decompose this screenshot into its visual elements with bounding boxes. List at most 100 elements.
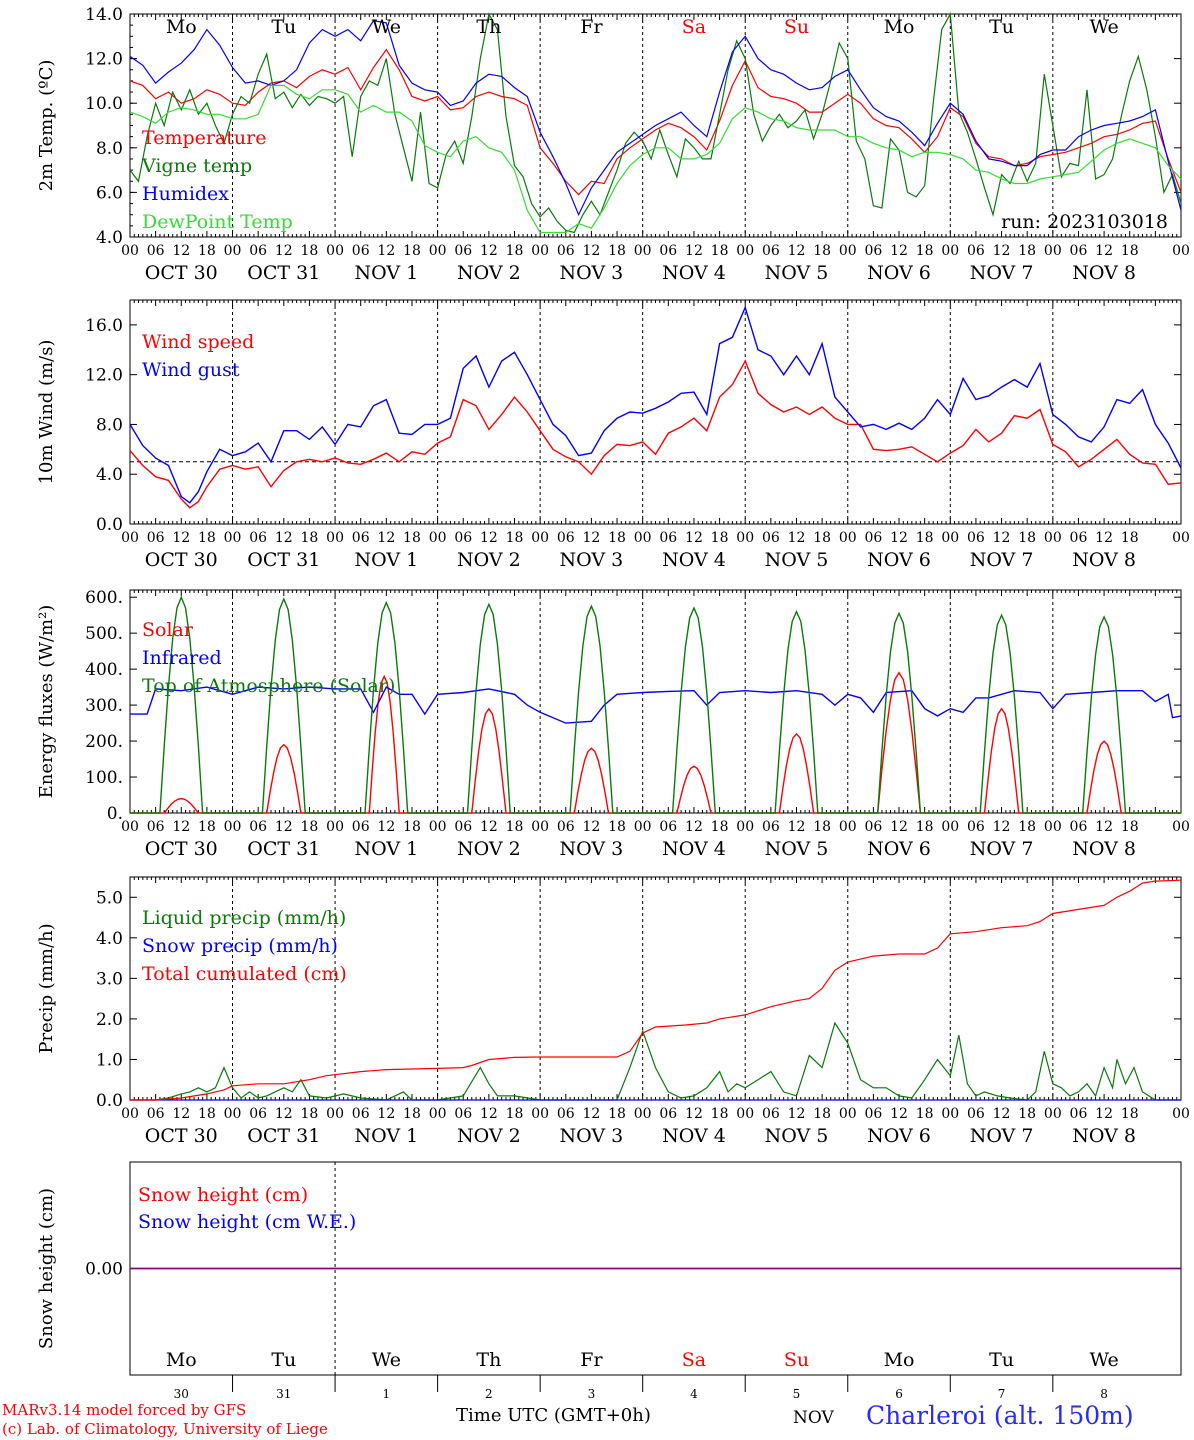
hour-tick-label: 18 <box>711 530 729 546</box>
date-label: NOV 5 <box>765 1125 829 1147</box>
day-number-label: 31 <box>276 1387 291 1401</box>
date-label: NOV 7 <box>970 1125 1034 1147</box>
date-label: NOV 8 <box>1072 1125 1136 1147</box>
y-tick-label: 400. <box>85 660 123 680</box>
legend-entry-1-0: Wind speed <box>142 331 254 353</box>
hour-tick-label: 18 <box>1121 819 1139 835</box>
y-tick-label: 8.0 <box>96 139 123 159</box>
hour-tick-label: 06 <box>659 530 677 546</box>
date-label: OCT 31 <box>247 549 320 571</box>
date-label: NOV 8 <box>1072 838 1136 860</box>
hour-tick-label: 12 <box>788 243 806 259</box>
weekday-label: Su <box>784 1349 809 1371</box>
hour-tick-label: 12 <box>480 530 498 546</box>
legend-entry-2-2: Top of Atmosphere (Solar) <box>142 675 395 697</box>
hour-tick-label: 18 <box>506 819 524 835</box>
hour-tick-label: 00 <box>121 819 139 835</box>
hour-tick-label: 00 <box>736 530 754 546</box>
hour-tick-label: 12 <box>275 530 293 546</box>
date-label: NOV 5 <box>765 549 829 571</box>
hour-tick-label: 12 <box>890 819 908 835</box>
weekday-label: Th <box>476 1349 501 1371</box>
hour-tick-label: 06 <box>249 1106 267 1122</box>
hour-tick-label: 18 <box>916 819 934 835</box>
hour-tick-label: 00 <box>941 1106 959 1122</box>
y-tick-label: 0.00 <box>85 1260 123 1280</box>
hour-tick-label: 00 <box>941 530 959 546</box>
y-tick-label: 0.0 <box>96 515 123 535</box>
hour-tick-label: 18 <box>403 819 421 835</box>
weekday-label: Mo <box>884 16 915 38</box>
hour-tick-label: 06 <box>557 1106 575 1122</box>
y-tick-label: 4.0 <box>96 465 123 485</box>
y-tick-label: 1.0 <box>96 1050 123 1070</box>
panel-3 <box>129 589 1182 814</box>
hour-tick-label: 06 <box>1070 1106 1088 1122</box>
hour-tick-label: 06 <box>864 819 882 835</box>
legend-entry-2-0: Solar <box>142 619 194 641</box>
hour-tick-label: 18 <box>301 243 319 259</box>
hour-tick-label: 06 <box>762 243 780 259</box>
date-label: NOV 6 <box>867 262 931 284</box>
hour-tick-label: 06 <box>352 243 370 259</box>
hour-tick-label: 06 <box>659 243 677 259</box>
y-tick-label: 200. <box>85 732 123 752</box>
hour-tick-label: 00 <box>941 243 959 259</box>
hour-tick-label: 00 <box>1044 243 1062 259</box>
hour-tick-label: 12 <box>993 819 1011 835</box>
hour-tick-label: 00 <box>736 243 754 259</box>
hour-tick-label: 18 <box>403 243 421 259</box>
date-label: NOV 1 <box>354 1125 418 1147</box>
hour-tick-label: 06 <box>249 819 267 835</box>
hour-tick-label: 00 <box>634 819 652 835</box>
date-label: NOV 4 <box>662 262 726 284</box>
hour-tick-label: 06 <box>557 530 575 546</box>
hour-tick-label: 12 <box>993 530 1011 546</box>
hour-tick-label: 18 <box>1121 1106 1139 1122</box>
hour-tick-label: 06 <box>1070 819 1088 835</box>
date-label: NOV 1 <box>354 838 418 860</box>
y-tick-label: 4.0 <box>96 929 123 949</box>
y-tick-label: 500. <box>85 624 123 644</box>
hour-tick-label: 12 <box>275 1106 293 1122</box>
hour-tick-label: 12 <box>377 530 395 546</box>
hour-tick-label: 06 <box>762 530 780 546</box>
weekday-label: We <box>1089 1349 1118 1371</box>
hour-tick-label: 00 <box>1044 530 1062 546</box>
hour-tick-label: 00 <box>634 530 652 546</box>
day-number-label: 4 <box>690 1387 698 1401</box>
weekday-label: Su <box>784 16 809 38</box>
hour-tick-label: 00 <box>531 819 549 835</box>
weekday-label: We <box>1089 16 1118 38</box>
hour-tick-label: 06 <box>967 243 985 259</box>
hour-tick-label: 18 <box>301 530 319 546</box>
hour-tick-label: 12 <box>685 243 703 259</box>
y-axis-label: Energy fluxes (W/m²) <box>36 605 57 799</box>
date-label: NOV 3 <box>560 262 624 284</box>
hour-tick-label: 12 <box>788 1106 806 1122</box>
hour-tick-label: 12 <box>890 243 908 259</box>
hour-tick-label: 18 <box>813 530 831 546</box>
day-number-label: 30 <box>174 1387 189 1401</box>
run-label: run: 2023103018 <box>1001 211 1168 233</box>
date-label: OCT 31 <box>247 1125 320 1147</box>
weekday-label: Tu <box>989 16 1014 38</box>
hour-tick-label: 18 <box>1121 243 1139 259</box>
hour-tick-label: 00 <box>1044 819 1062 835</box>
y-tick-label: 3.0 <box>96 969 123 989</box>
hour-tick-label: 06 <box>147 530 165 546</box>
date-label: NOV 6 <box>867 549 931 571</box>
weekday-label: Mo <box>166 16 197 38</box>
legend-entry-0-2: Humidex <box>142 183 229 205</box>
series-line-vigne-temp <box>129 11 1182 234</box>
hour-tick-label: 00 <box>634 243 652 259</box>
hour-tick-label: 18 <box>1018 530 1036 546</box>
hour-tick-label: 00 <box>326 819 344 835</box>
hour-tick-label: 12 <box>583 243 601 259</box>
hour-tick-label: 00 <box>121 243 139 259</box>
weekday-label: Fr <box>580 16 603 38</box>
hour-tick-label: 06 <box>967 530 985 546</box>
weekday-label: Tu <box>271 16 296 38</box>
weekday-label: We <box>372 1349 401 1371</box>
hour-tick-label: 00 <box>326 1106 344 1122</box>
